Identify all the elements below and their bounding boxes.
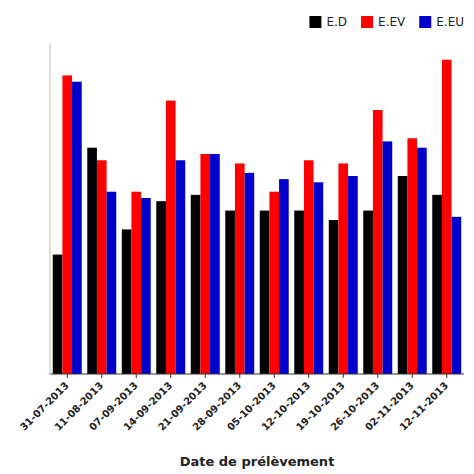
legend-label: E.D [326, 15, 347, 29]
legend-label: E.EV [378, 15, 406, 29]
bar [363, 211, 373, 374]
bar [304, 160, 314, 374]
bar [191, 195, 201, 374]
legend-swatch [309, 16, 321, 28]
bar [314, 182, 324, 374]
bar [373, 110, 383, 374]
x-tick [343, 374, 344, 378]
bar [122, 229, 132, 374]
y-axis [50, 44, 51, 374]
bar [338, 163, 348, 374]
x-tick [308, 374, 309, 378]
x-tick [239, 374, 240, 378]
legend-item: E.EV [361, 15, 406, 29]
bar [407, 138, 417, 374]
bar [245, 173, 255, 374]
bar [269, 192, 279, 374]
x-tick [170, 374, 171, 378]
bar [452, 217, 462, 374]
bar [260, 211, 270, 374]
bar [53, 255, 63, 374]
bar [294, 211, 304, 374]
x-tick [136, 374, 137, 378]
x-tick [377, 374, 378, 378]
x-tick [205, 374, 206, 378]
bar [432, 195, 442, 374]
legend-item: E.EU [419, 15, 464, 29]
bar [141, 198, 151, 374]
bar [176, 160, 186, 374]
bar [166, 101, 176, 374]
x-tick [101, 374, 102, 378]
legend: E.D E.EV E.EU [309, 15, 464, 29]
bar [200, 154, 210, 374]
bar [235, 163, 245, 374]
bar [97, 160, 107, 374]
bar [62, 75, 72, 374]
bar [225, 211, 235, 374]
x-tick-label: 12-11-2013 [397, 380, 450, 433]
x-tick [274, 374, 275, 378]
bar [107, 192, 117, 374]
x-tick [67, 374, 68, 378]
legend-swatch [361, 16, 373, 28]
bar [279, 179, 289, 374]
legend-item: E.D [309, 15, 347, 29]
x-axis-label: Date de prélèvement [180, 454, 335, 469]
x-axis [50, 374, 464, 375]
x-tick [446, 374, 447, 378]
bar [398, 176, 408, 374]
x-tick [412, 374, 413, 378]
legend-swatch [419, 16, 431, 28]
chart: 31-07-201311-08-201307-09-201314-09-2013… [0, 0, 474, 474]
bars [53, 60, 461, 374]
bar [442, 60, 452, 374]
bar [72, 82, 82, 374]
bar [329, 220, 339, 374]
bar [348, 176, 358, 374]
bar [210, 154, 220, 374]
bar [383, 141, 393, 374]
legend-label: E.EU [436, 15, 464, 29]
bar [87, 148, 97, 374]
bar [156, 201, 166, 374]
bar [417, 148, 427, 374]
bar [131, 192, 141, 374]
